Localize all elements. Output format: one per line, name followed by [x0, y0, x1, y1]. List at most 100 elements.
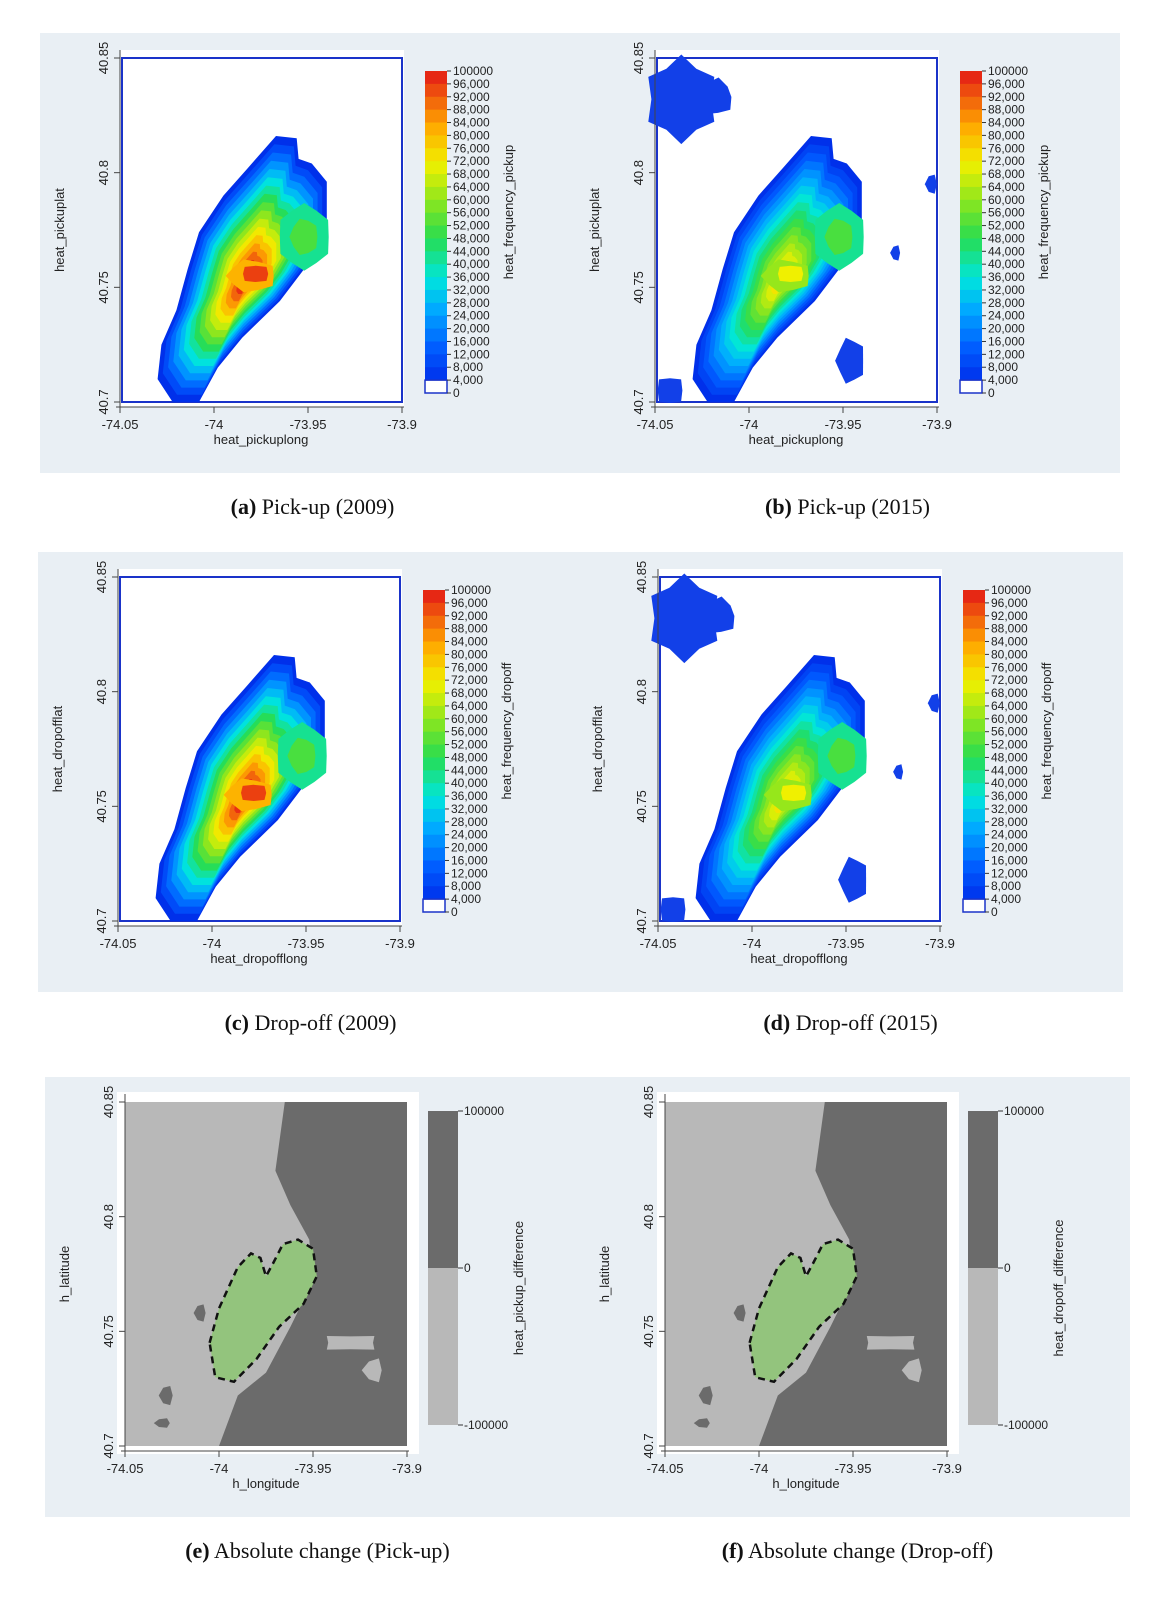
y-tick-label: 40.75	[631, 271, 646, 304]
colorbar-tick-label: 88,000	[988, 103, 1025, 117]
density-patch	[838, 856, 867, 903]
colorbar-title: heat_frequency_dropoff	[1039, 662, 1054, 799]
colorbar-tick-label: 32,000	[991, 802, 1028, 816]
colorbar-tick-label: 96,000	[453, 77, 490, 91]
colorbar-segment	[960, 148, 982, 162]
colorbar-segment	[963, 718, 985, 733]
colorbar-tick-label: 0	[1004, 1261, 1011, 1275]
colorbar-tick-label: 12,000	[451, 866, 488, 880]
colorbar-segment	[425, 251, 447, 265]
colorbar-tick-label: 92,000	[453, 90, 490, 104]
colorbar-tick-label: 80,000	[991, 647, 1028, 661]
y-tick-label: 40.75	[96, 271, 111, 304]
colorbar-segment	[425, 367, 447, 381]
colorbar-segment	[963, 654, 985, 668]
colorbar-segment	[423, 757, 445, 771]
colorbar-segment	[960, 251, 982, 265]
colorbar-tick-label: 24,000	[453, 309, 490, 323]
y-axis-title: heat_dropofflat	[50, 705, 65, 792]
colorbar-segment	[963, 847, 985, 861]
hotspot-core	[241, 784, 267, 801]
colorbar-segment	[423, 693, 445, 707]
positive-patch	[733, 1304, 746, 1322]
colorbar-negative	[428, 1268, 458, 1425]
x-tick-label: -74	[205, 417, 224, 432]
colorbar-segment	[960, 174, 982, 188]
colorbar-title: heat_frequency_dropoff	[499, 662, 514, 799]
density-patch	[651, 573, 718, 664]
colorbar-segment	[425, 212, 447, 227]
colorbar-tick-label: 60,000	[451, 712, 488, 726]
colorbar-segment	[423, 667, 445, 681]
y-tick-label: 40.8	[96, 160, 111, 185]
colorbar-tick-label: 76,000	[988, 141, 1025, 155]
colorbar-segment	[425, 122, 447, 136]
colorbar-title: heat_dropoff_difference	[1051, 1220, 1066, 1357]
colorbar-tick-label: 36,000	[451, 789, 488, 803]
colorbar-tick-label: 4,000	[451, 892, 481, 906]
colorbar-tick-label: 72,000	[991, 673, 1028, 687]
y-axis-title: h_latitude	[597, 1246, 612, 1302]
colorbar-segment	[423, 860, 445, 874]
colorbar-tick-label: 80,000	[988, 128, 1025, 142]
density-patch	[696, 77, 732, 115]
colorbar-tick-label: 56,000	[453, 206, 490, 220]
colorbar-tick-label: 76,000	[451, 660, 488, 674]
y-axis-title: heat_dropofflat	[590, 705, 605, 792]
x-axis-title: h_longitude	[772, 1476, 839, 1491]
colorbar-segment	[425, 277, 447, 291]
colorbar-segment	[423, 821, 445, 836]
colorbar-segment	[425, 83, 447, 98]
colorbar-segment	[963, 615, 985, 630]
x-tick-label: -73.9	[392, 1461, 422, 1476]
y-tick-label: 40.85	[94, 561, 109, 594]
colorbar-tick-label: 8,000	[991, 879, 1021, 893]
contour-lobe	[289, 218, 318, 255]
x-tick-label: -73.95	[835, 1461, 872, 1476]
colorbar-segment	[425, 109, 447, 124]
colorbar-tick-label: -100000	[464, 1418, 508, 1432]
colorbar-segment	[425, 289, 447, 304]
colorbar-tick-label: 40,000	[991, 776, 1028, 790]
colorbar-segment	[960, 264, 982, 278]
positive-patch	[698, 1386, 713, 1406]
density-patch	[835, 337, 864, 384]
x-axis-title: h_longitude	[232, 1476, 299, 1491]
colorbar-tick-label: 72,000	[988, 154, 1025, 168]
heatmap-panel-b: 40.7 40.75 40.8 40.85 -74.05 -74 -73.95 -73.9 he…	[575, 33, 1120, 473]
x-tick-label: -73.95	[295, 1461, 332, 1476]
colorbar-tick-label: 32,000	[451, 802, 488, 816]
colorbar-tick-label: 0	[988, 386, 995, 400]
colorbar-segment	[425, 225, 447, 239]
x-axis-title: heat_dropofflong	[750, 951, 847, 966]
x-tick-label: -73.9	[385, 936, 415, 951]
colorbar-segment	[425, 96, 447, 111]
colorbar-tick-label: 84,000	[988, 116, 1025, 130]
colorbar-segment	[423, 615, 445, 630]
colorbar-tick-label: 96,000	[991, 596, 1028, 610]
colorbar-segment	[423, 744, 445, 758]
colorbar-segment	[960, 225, 982, 239]
colorbar-tick-label: 68,000	[991, 686, 1028, 700]
colorbar-tick-label: 100000	[988, 64, 1028, 78]
colorbar-segment	[425, 341, 447, 355]
colorbar-segment	[963, 796, 985, 810]
x-tick-label: -74.05	[100, 936, 137, 951]
colorbar-segment	[425, 380, 447, 394]
colorbar-segment	[960, 341, 982, 355]
colorbar-tick-label: 12,000	[453, 347, 490, 361]
colorbar-tick-label: 60,000	[453, 193, 490, 207]
colorbar-segment	[423, 899, 445, 913]
colorbar-tick-label: 100000	[464, 1104, 504, 1118]
y-tick-label: 40.85	[631, 42, 646, 75]
density-patch	[890, 245, 901, 261]
colorbar-tick-label: 52,000	[991, 738, 1028, 752]
y-tick-label: 40.8	[634, 679, 649, 704]
colorbar-tick-label: 84,000	[451, 635, 488, 649]
colorbar-tick-label: 64,000	[453, 180, 490, 194]
colorbar-tick-label: 56,000	[451, 725, 488, 739]
colorbar-tick-label: 72,000	[451, 673, 488, 687]
colorbar-zero-box	[424, 379, 448, 394]
colorbar-segment	[963, 770, 985, 784]
colorbar-segment	[423, 628, 445, 643]
